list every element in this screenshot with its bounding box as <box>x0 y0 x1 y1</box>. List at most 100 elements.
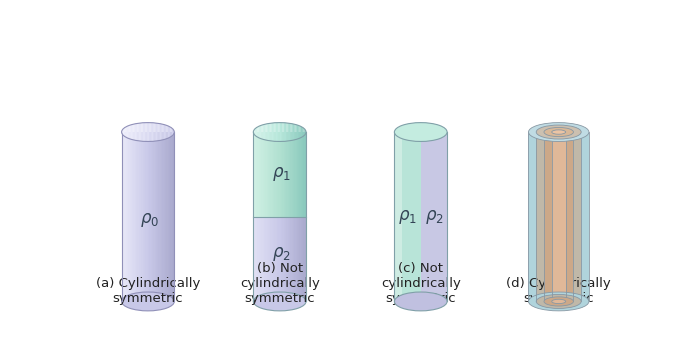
Polygon shape <box>256 217 258 302</box>
Polygon shape <box>146 132 148 302</box>
Text: (d) Cylindrically
symmetric: (d) Cylindrically symmetric <box>506 277 611 305</box>
Polygon shape <box>303 128 304 136</box>
Polygon shape <box>130 132 131 302</box>
Polygon shape <box>169 126 170 138</box>
Text: (b) Not
cylindrically
symmetric: (b) Not cylindrically symmetric <box>240 262 320 305</box>
Polygon shape <box>288 132 289 217</box>
Polygon shape <box>302 127 303 137</box>
Polygon shape <box>172 132 173 302</box>
Polygon shape <box>160 124 161 141</box>
Polygon shape <box>258 126 260 138</box>
Polygon shape <box>528 132 589 302</box>
Text: $\rho_0$: $\rho_0$ <box>140 211 159 229</box>
Polygon shape <box>276 217 277 302</box>
Polygon shape <box>165 132 167 302</box>
Polygon shape <box>294 132 295 217</box>
Polygon shape <box>264 124 265 140</box>
Polygon shape <box>268 132 270 217</box>
Polygon shape <box>136 124 137 141</box>
Polygon shape <box>297 125 298 139</box>
Polygon shape <box>394 132 402 302</box>
Polygon shape <box>294 124 295 140</box>
Polygon shape <box>276 132 277 217</box>
Polygon shape <box>298 132 300 217</box>
Ellipse shape <box>536 125 581 139</box>
Polygon shape <box>536 132 581 302</box>
Polygon shape <box>268 124 270 141</box>
Polygon shape <box>264 132 265 217</box>
Polygon shape <box>141 132 143 302</box>
Polygon shape <box>265 124 267 140</box>
Polygon shape <box>137 123 139 141</box>
Polygon shape <box>123 128 124 136</box>
Polygon shape <box>255 217 256 302</box>
Polygon shape <box>122 129 123 135</box>
Polygon shape <box>285 132 286 217</box>
Polygon shape <box>131 132 132 302</box>
Ellipse shape <box>253 292 306 311</box>
Polygon shape <box>286 123 288 141</box>
Polygon shape <box>156 123 158 141</box>
Polygon shape <box>265 217 267 302</box>
Polygon shape <box>272 132 273 217</box>
Polygon shape <box>146 122 148 141</box>
Polygon shape <box>165 125 167 139</box>
Text: $\rho_1$: $\rho_1$ <box>398 208 417 226</box>
Polygon shape <box>256 132 258 217</box>
Polygon shape <box>262 132 264 217</box>
Polygon shape <box>293 217 294 302</box>
Polygon shape <box>290 132 292 217</box>
Polygon shape <box>158 132 160 302</box>
Polygon shape <box>124 132 125 302</box>
Polygon shape <box>292 124 293 141</box>
Polygon shape <box>128 125 130 139</box>
Polygon shape <box>167 125 168 139</box>
Polygon shape <box>284 123 285 141</box>
Polygon shape <box>301 126 302 138</box>
Polygon shape <box>148 122 149 141</box>
Polygon shape <box>270 132 272 217</box>
Ellipse shape <box>394 292 447 311</box>
Polygon shape <box>289 132 290 217</box>
Polygon shape <box>304 217 306 302</box>
Polygon shape <box>158 124 160 141</box>
Polygon shape <box>544 132 573 302</box>
Polygon shape <box>289 217 290 302</box>
Polygon shape <box>273 123 274 141</box>
Polygon shape <box>132 132 134 302</box>
Ellipse shape <box>394 122 447 141</box>
Polygon shape <box>255 132 256 217</box>
Polygon shape <box>303 132 304 217</box>
Polygon shape <box>277 217 279 302</box>
Polygon shape <box>139 132 140 302</box>
Polygon shape <box>297 132 298 217</box>
Ellipse shape <box>122 292 174 311</box>
Polygon shape <box>258 132 260 217</box>
Polygon shape <box>144 132 146 302</box>
Ellipse shape <box>536 294 581 308</box>
Polygon shape <box>272 217 273 302</box>
Text: (c) Not
cylindrically
symmetric: (c) Not cylindrically symmetric <box>381 262 461 305</box>
Polygon shape <box>255 128 256 136</box>
Polygon shape <box>303 217 304 302</box>
Polygon shape <box>300 132 301 217</box>
Polygon shape <box>148 132 149 302</box>
Polygon shape <box>301 217 302 302</box>
Polygon shape <box>421 132 447 302</box>
Polygon shape <box>292 217 293 302</box>
Polygon shape <box>274 217 276 302</box>
Polygon shape <box>292 132 293 217</box>
Polygon shape <box>286 132 288 217</box>
Ellipse shape <box>544 127 573 137</box>
Polygon shape <box>288 217 289 302</box>
Polygon shape <box>261 132 262 217</box>
Polygon shape <box>132 124 134 140</box>
Polygon shape <box>170 127 172 137</box>
Polygon shape <box>289 123 290 141</box>
Polygon shape <box>280 122 281 141</box>
Polygon shape <box>302 217 303 302</box>
Polygon shape <box>279 217 280 302</box>
Text: (a) Cylindrically
symmetric: (a) Cylindrically symmetric <box>96 277 200 305</box>
Polygon shape <box>161 124 162 140</box>
Polygon shape <box>155 132 156 302</box>
